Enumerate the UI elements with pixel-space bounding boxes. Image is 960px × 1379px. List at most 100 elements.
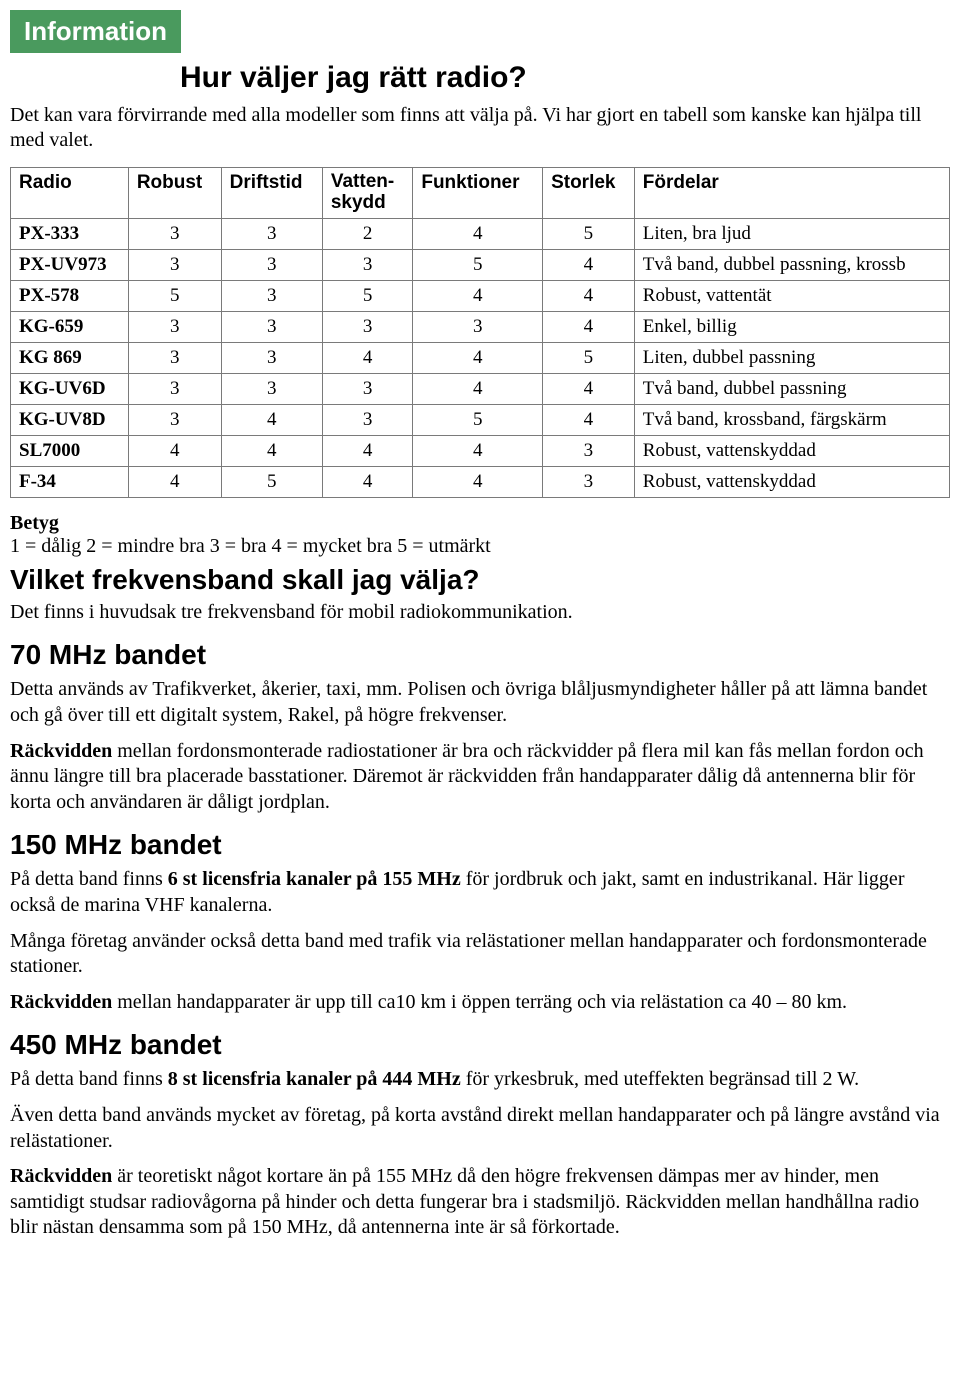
band-450-title: 450 MHz bandet — [10, 1029, 950, 1061]
cell-model: KG-659 — [11, 311, 129, 342]
cell-value: 5 — [221, 466, 322, 497]
radio-comparison-table: Radio Robust Driftstid Vatten- skydd Fun… — [10, 167, 950, 498]
cell-value: 5 — [322, 280, 413, 311]
cell-value: 3 — [221, 311, 322, 342]
cell-model: PX-578 — [11, 280, 129, 311]
band-70-p2-rest: mellan fordonsmonterade radiostationer ä… — [10, 740, 924, 813]
cell-value: 4 — [413, 342, 543, 373]
band-450-p2: Även detta band används mycket av företa… — [10, 1103, 950, 1154]
cell-value: 4 — [128, 466, 221, 497]
cell-value: 5 — [413, 249, 543, 280]
cell-value: 4 — [322, 466, 413, 497]
cell-note: Liten, dubbel passning — [634, 342, 949, 373]
cell-value: 3 — [128, 342, 221, 373]
rating-scale: 1 = dålig 2 = mindre bra 3 = bra 4 = myc… — [10, 535, 950, 558]
cell-value: 3 — [413, 311, 543, 342]
col-storlek: Storlek — [543, 168, 635, 219]
cell-value: 3 — [322, 404, 413, 435]
cell-value: 3 — [221, 342, 322, 373]
cell-value: 4 — [221, 404, 322, 435]
page-title: Hur väljer jag rätt radio? — [180, 61, 950, 95]
cell-model: PX-333 — [11, 218, 129, 249]
freq-section-title: Vilket frekvensband skall jag välja? — [10, 564, 950, 596]
cell-note: Enkel, billig — [634, 311, 949, 342]
band-150-p1: På detta band finns 6 st licensfria kana… — [10, 867, 950, 918]
cell-note: Robust, vattenskyddad — [634, 435, 949, 466]
cell-model: KG 869 — [11, 342, 129, 373]
intro-paragraph: Det kan vara förvirrande med alla modell… — [10, 103, 950, 153]
band-450-p3-lead: Räckvidden — [10, 1165, 112, 1187]
table-row: PX-57853544Robust, vattentät — [11, 280, 950, 311]
col-fordelar: Fördelar — [634, 168, 949, 219]
cell-value: 3 — [221, 373, 322, 404]
col-driftstid: Driftstid — [221, 168, 322, 219]
cell-value: 4 — [413, 280, 543, 311]
band-450-p1-a: På detta band finns — [10, 1068, 168, 1090]
cell-model: PX-UV973 — [11, 249, 129, 280]
band-450-p3-rest: är teoretiskt något kortare än på 155 MH… — [10, 1165, 919, 1238]
cell-value: 4 — [128, 435, 221, 466]
band-70-p2-lead: Räckvidden — [10, 740, 112, 762]
cell-value: 3 — [128, 404, 221, 435]
table-row: KG 86933445Liten, dubbel passning — [11, 342, 950, 373]
col-vattenskydd: Vatten- skydd — [322, 168, 413, 219]
table-row: KG-UV6D33344Två band, dubbel passning — [11, 373, 950, 404]
band-150-p3: Räckvidden mellan handapparater är upp t… — [10, 990, 950, 1016]
band-70-p1: Detta används av Trafikverket, åkerier, … — [10, 677, 950, 728]
cell-value: 5 — [128, 280, 221, 311]
cell-value: 4 — [413, 218, 543, 249]
band-450-p1-b: för yrkesbruk, med uteffekten begränsad … — [461, 1068, 859, 1090]
cell-value: 4 — [543, 249, 635, 280]
cell-value: 5 — [543, 342, 635, 373]
table-row: F-3445443Robust, vattenskyddad — [11, 466, 950, 497]
band-150-p1-bold: 6 st licensfria kanaler på 155 MHz — [168, 868, 461, 890]
cell-value: 2 — [322, 218, 413, 249]
cell-value: 3 — [543, 466, 635, 497]
cell-value: 3 — [322, 311, 413, 342]
cell-model: SL7000 — [11, 435, 129, 466]
table-row: PX-UV97333354Två band, dubbel passning, … — [11, 249, 950, 280]
cell-model: KG-UV6D — [11, 373, 129, 404]
cell-value: 3 — [543, 435, 635, 466]
col-funktioner: Funktioner — [413, 168, 543, 219]
col-robust: Robust — [128, 168, 221, 219]
cell-note: Två band, dubbel passning — [634, 373, 949, 404]
table-row: PX-33333245Liten, bra ljud — [11, 218, 950, 249]
cell-value: 4 — [221, 435, 322, 466]
table-row: SL700044443Robust, vattenskyddad — [11, 435, 950, 466]
table-row: KG-UV8D34354Två band, krossband, färgskä… — [11, 404, 950, 435]
band-150-p3-rest: mellan handapparater är upp till ca10 km… — [112, 991, 847, 1013]
cell-value: 3 — [322, 373, 413, 404]
table-row: KG-65933334Enkel, billig — [11, 311, 950, 342]
band-70-p2: Räckvidden mellan fordonsmonterade radio… — [10, 739, 950, 816]
cell-value: 3 — [221, 280, 322, 311]
cell-value: 5 — [543, 218, 635, 249]
cell-note: Robust, vattenskyddad — [634, 466, 949, 497]
cell-value: 3 — [128, 311, 221, 342]
cell-value: 4 — [413, 435, 543, 466]
freq-intro: Det finns i huvudsak tre frekvensband fö… — [10, 600, 950, 626]
cell-value: 4 — [413, 466, 543, 497]
cell-note: Robust, vattentät — [634, 280, 949, 311]
cell-note: Liten, bra ljud — [634, 218, 949, 249]
band-70-title: 70 MHz bandet — [10, 639, 950, 671]
band-450-p1: På detta band finns 8 st licensfria kana… — [10, 1067, 950, 1093]
cell-value: 3 — [322, 249, 413, 280]
band-450-p3: Räckvidden är teoretiskt något kortare ä… — [10, 1164, 950, 1241]
rating-label: Betyg — [10, 512, 950, 535]
cell-value: 4 — [543, 404, 635, 435]
cell-value: 3 — [221, 249, 322, 280]
band-150-p3-lead: Räckvidden — [10, 991, 112, 1013]
cell-model: KG-UV8D — [11, 404, 129, 435]
band-150-p1-a: På detta band finns — [10, 868, 168, 890]
rating-legend: Betyg 1 = dålig 2 = mindre bra 3 = bra 4… — [10, 512, 950, 558]
band-150-title: 150 MHz bandet — [10, 829, 950, 861]
cell-note: Två band, krossband, färgskärm — [634, 404, 949, 435]
cell-value: 3 — [128, 218, 221, 249]
cell-value: 3 — [128, 249, 221, 280]
band-150-p2: Många företag använder också detta band … — [10, 929, 950, 980]
cell-value: 3 — [128, 373, 221, 404]
info-badge: Information — [10, 10, 181, 53]
cell-value: 5 — [413, 404, 543, 435]
cell-value: 4 — [413, 373, 543, 404]
